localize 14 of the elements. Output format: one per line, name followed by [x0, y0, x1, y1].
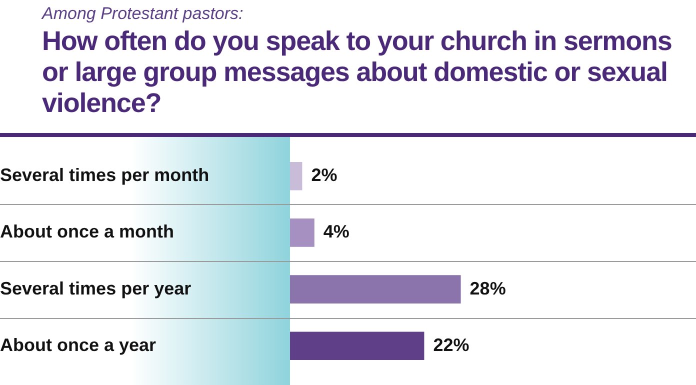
text: Among Protestant pastors: [42, 4, 244, 24]
data-label: 22% [433, 334, 470, 355]
y-tick-label: About once a year [0, 334, 156, 355]
bar [290, 332, 424, 360]
bar [290, 275, 461, 304]
bar [290, 162, 302, 190]
data-label: 4% [323, 222, 350, 242]
data-label: 28% [470, 278, 506, 298]
data-label: 2% [311, 165, 338, 186]
chart-title: How often do you speak to your church in sermons or large group messages about domestic or sexual violence? [42, 26, 673, 119]
y-tick-label: Several times per month [0, 165, 210, 186]
y-tick-label: About once a month [0, 222, 174, 242]
bar [290, 218, 314, 247]
y-tick-label: Several times per year [0, 278, 192, 298]
